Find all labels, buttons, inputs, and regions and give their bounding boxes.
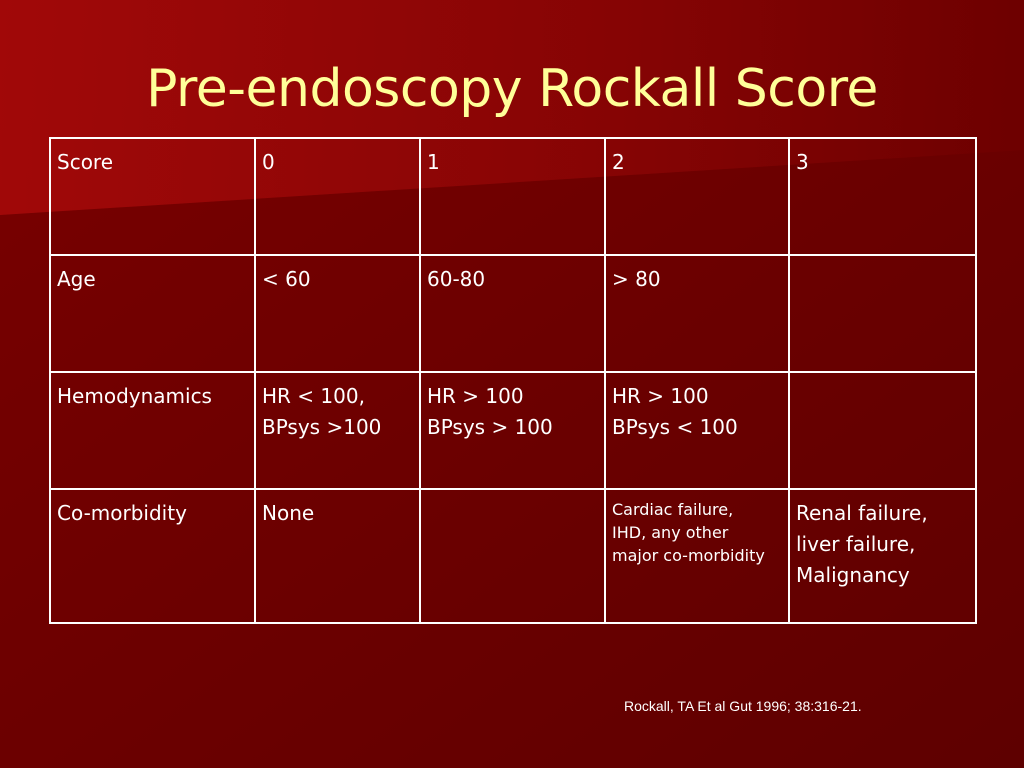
citation: Rockall, TA Et al Gut 1996; 38:316-21. (624, 698, 862, 714)
comorbidity-score-0-cell: None (254, 488, 421, 624)
table-row-comorbidity: Co-morbidity None Cardiac failure, IHD, … (49, 488, 977, 624)
age-score-2-cell: > 80 (604, 254, 790, 373)
age-score-1-cell: 60-80 (419, 254, 606, 373)
table-row-age: Age < 60 60-80 > 80 (49, 254, 977, 373)
comorbidity-score-3-cell: Renal failure, liver failure, Malignancy (788, 488, 977, 624)
row-label-comorbidity: Co-morbidity (49, 488, 256, 624)
hemodynamics-score-3-cell (788, 371, 977, 490)
score-header-0: 0 (254, 137, 421, 256)
slide-title: Pre-endoscopy Rockall Score (146, 59, 878, 119)
comorbidity-score-1-cell (419, 488, 606, 624)
age-score-0-cell: < 60 (254, 254, 421, 373)
row-label-hemodynamics: Hemodynamics (49, 371, 256, 490)
age-score-3-cell (788, 254, 977, 373)
score-header-3: 3 (788, 137, 977, 256)
rockall-score-table: Score 0 1 2 3 Age < 60 60-80 > 80 Hemody… (49, 137, 977, 624)
row-label-age: Age (49, 254, 256, 373)
row-label-score: Score (49, 137, 256, 256)
score-header-1: 1 (419, 137, 606, 256)
score-header-2: 2 (604, 137, 790, 256)
hemodynamics-score-0-cell: HR < 100, BPsys >100 (254, 371, 421, 490)
table-row-score: Score 0 1 2 3 (49, 137, 977, 256)
table-row-hemodynamics: Hemodynamics HR < 100, BPsys >100 HR > 1… (49, 371, 977, 490)
comorbidity-score-2-cell: Cardiac failure, IHD, any other major co… (604, 488, 790, 624)
hemodynamics-score-1-cell: HR > 100 BPsys > 100 (419, 371, 606, 490)
hemodynamics-score-2-cell: HR > 100 BPsys < 100 (604, 371, 790, 490)
